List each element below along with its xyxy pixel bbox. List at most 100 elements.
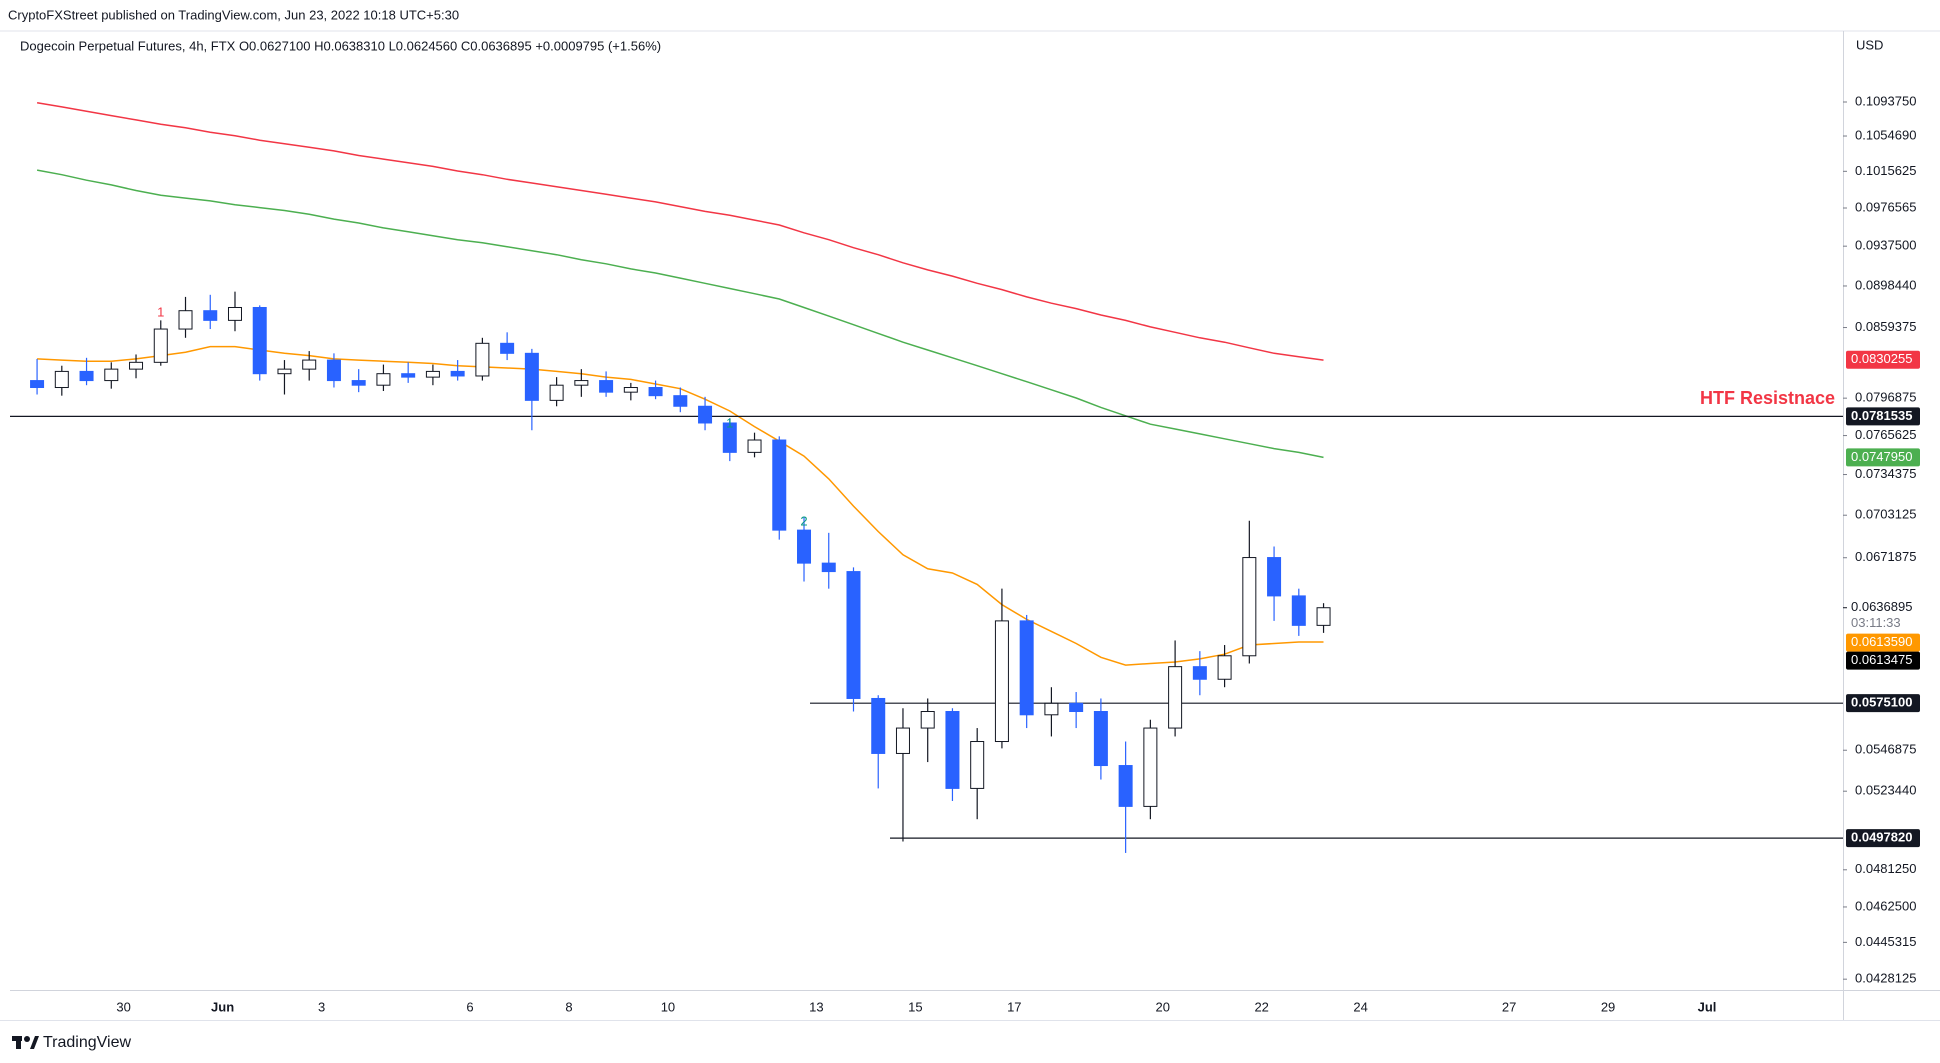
- level-badge-label: 0.0575100: [1851, 695, 1912, 710]
- symbol-legend: Dogecoin Perpetual Futures, 4h, FTX O0.0…: [20, 38, 661, 53]
- candle-body: [376, 373, 391, 386]
- candle-body: [821, 562, 836, 573]
- y-tick-label: 0.1093750: [1855, 93, 1916, 108]
- candle-body: [450, 370, 465, 377]
- countdown: 03:11:33: [1851, 615, 1901, 630]
- candle-body: [1267, 557, 1282, 597]
- price-badge: [1846, 448, 1920, 467]
- candle-body: [772, 439, 787, 531]
- candle-body: [1168, 666, 1183, 729]
- price-badge-label: 0.0747950: [1851, 449, 1912, 464]
- candle-body: [1291, 595, 1306, 626]
- candle-body: [1118, 765, 1133, 807]
- candle-body: [178, 310, 193, 330]
- x-tick-label: 29: [1601, 999, 1615, 1014]
- y-tick-label: 0.0734375: [1855, 466, 1916, 481]
- x-tick-label: 17: [1007, 999, 1021, 1014]
- level-badge-label: 0.0497820: [1851, 830, 1912, 845]
- x-tick-label: 15: [908, 999, 922, 1014]
- y-tick-label: 0.0462500: [1855, 898, 1916, 913]
- candle-body: [54, 370, 69, 389]
- y-tick-label: 0.1015625: [1855, 163, 1916, 178]
- candle-body: [871, 697, 886, 754]
- y-tick-label: 0.0546875: [1855, 742, 1916, 757]
- candle-body: [648, 387, 663, 397]
- currency: USD: [1856, 37, 1883, 52]
- candle-body: [129, 361, 144, 370]
- candle-body: [104, 368, 119, 382]
- candle-body: [302, 359, 317, 370]
- published-note: CryptoFXStreet published on TradingView.…: [8, 7, 459, 22]
- last-price-label: 0.0636895: [1851, 599, 1912, 614]
- candle-body: [1019, 620, 1034, 716]
- level-badge: [1846, 829, 1920, 848]
- moving-average-line: [36, 169, 1324, 459]
- y-tick-label: 0.1054690: [1855, 127, 1916, 142]
- candle-body: [623, 387, 638, 393]
- price-badge-label: 0.0830255: [1851, 351, 1912, 366]
- candle-body: [351, 380, 366, 386]
- candle-body: [1217, 655, 1232, 680]
- footer-brand: TradingView: [43, 1034, 131, 1051]
- tradingview-logo: [12, 1036, 39, 1049]
- candle-body: [227, 306, 242, 321]
- candle-body: [994, 620, 1009, 743]
- candle-body: [747, 439, 762, 453]
- x-tick-label: 30: [116, 999, 130, 1014]
- y-tick-label: 0.0859375: [1855, 319, 1916, 334]
- annotation: 2: [800, 513, 807, 528]
- candle-body: [1143, 727, 1158, 807]
- candle-body: [673, 395, 688, 407]
- price-badge-label: 0.0613475: [1851, 652, 1912, 667]
- y-tick-label: 0.0671875: [1855, 549, 1916, 564]
- candle-body: [79, 370, 94, 382]
- x-tick-label: 8: [565, 999, 572, 1014]
- x-tick-label: 27: [1502, 999, 1516, 1014]
- y-tick-label: 0.0976565: [1855, 199, 1916, 214]
- candle-body: [1044, 702, 1059, 716]
- candle-body: [574, 380, 589, 386]
- annotation: 1: [726, 415, 733, 430]
- price-badge: [1846, 350, 1920, 369]
- candle-body: [425, 370, 440, 378]
- y-tick-label: 0.0523440: [1855, 783, 1916, 798]
- candle-body: [797, 529, 812, 564]
- candle-body: [252, 306, 267, 375]
- candle-body: [549, 384, 564, 401]
- candle-body: [203, 310, 218, 321]
- y-tick-label: 0.0765625: [1855, 427, 1916, 442]
- candle-body: [920, 711, 935, 729]
- x-tick-label: 20: [1156, 999, 1170, 1014]
- y-tick-label: 0.0428125: [1855, 971, 1916, 986]
- level-badge-label: 0.0781535: [1851, 408, 1912, 423]
- candle-body: [698, 405, 713, 424]
- annotation: 1: [157, 304, 164, 319]
- y-tick-label: 0.0445315: [1855, 934, 1916, 949]
- x-tick-label: Jul: [1698, 999, 1717, 1014]
- x-tick-label: Jun: [211, 999, 234, 1014]
- candle-body: [1093, 711, 1108, 767]
- level-badge: [1846, 694, 1920, 713]
- x-tick-label: 6: [466, 999, 473, 1014]
- x-tick-label: 24: [1353, 999, 1367, 1014]
- candle-body: [895, 727, 910, 754]
- moving-average-line: [36, 101, 1324, 361]
- x-tick-label: 10: [661, 999, 675, 1014]
- candle-body: [277, 368, 292, 375]
- price-badge-label: 0.0613590: [1851, 634, 1912, 649]
- y-tick-label: 0.0703125: [1855, 507, 1916, 522]
- candle-body: [500, 342, 515, 354]
- candle-body: [1316, 607, 1331, 626]
- candle-body: [846, 571, 861, 699]
- y-tick-label: 0.0898440: [1855, 277, 1916, 292]
- y-tick-label: 0.0796875: [1855, 390, 1916, 405]
- candle-body: [722, 422, 737, 453]
- candle-body: [599, 380, 614, 393]
- level-badge: [1846, 407, 1920, 426]
- y-tick-label: 0.0481250: [1855, 861, 1916, 876]
- price-badge: [1846, 633, 1920, 652]
- candle-body: [524, 352, 539, 401]
